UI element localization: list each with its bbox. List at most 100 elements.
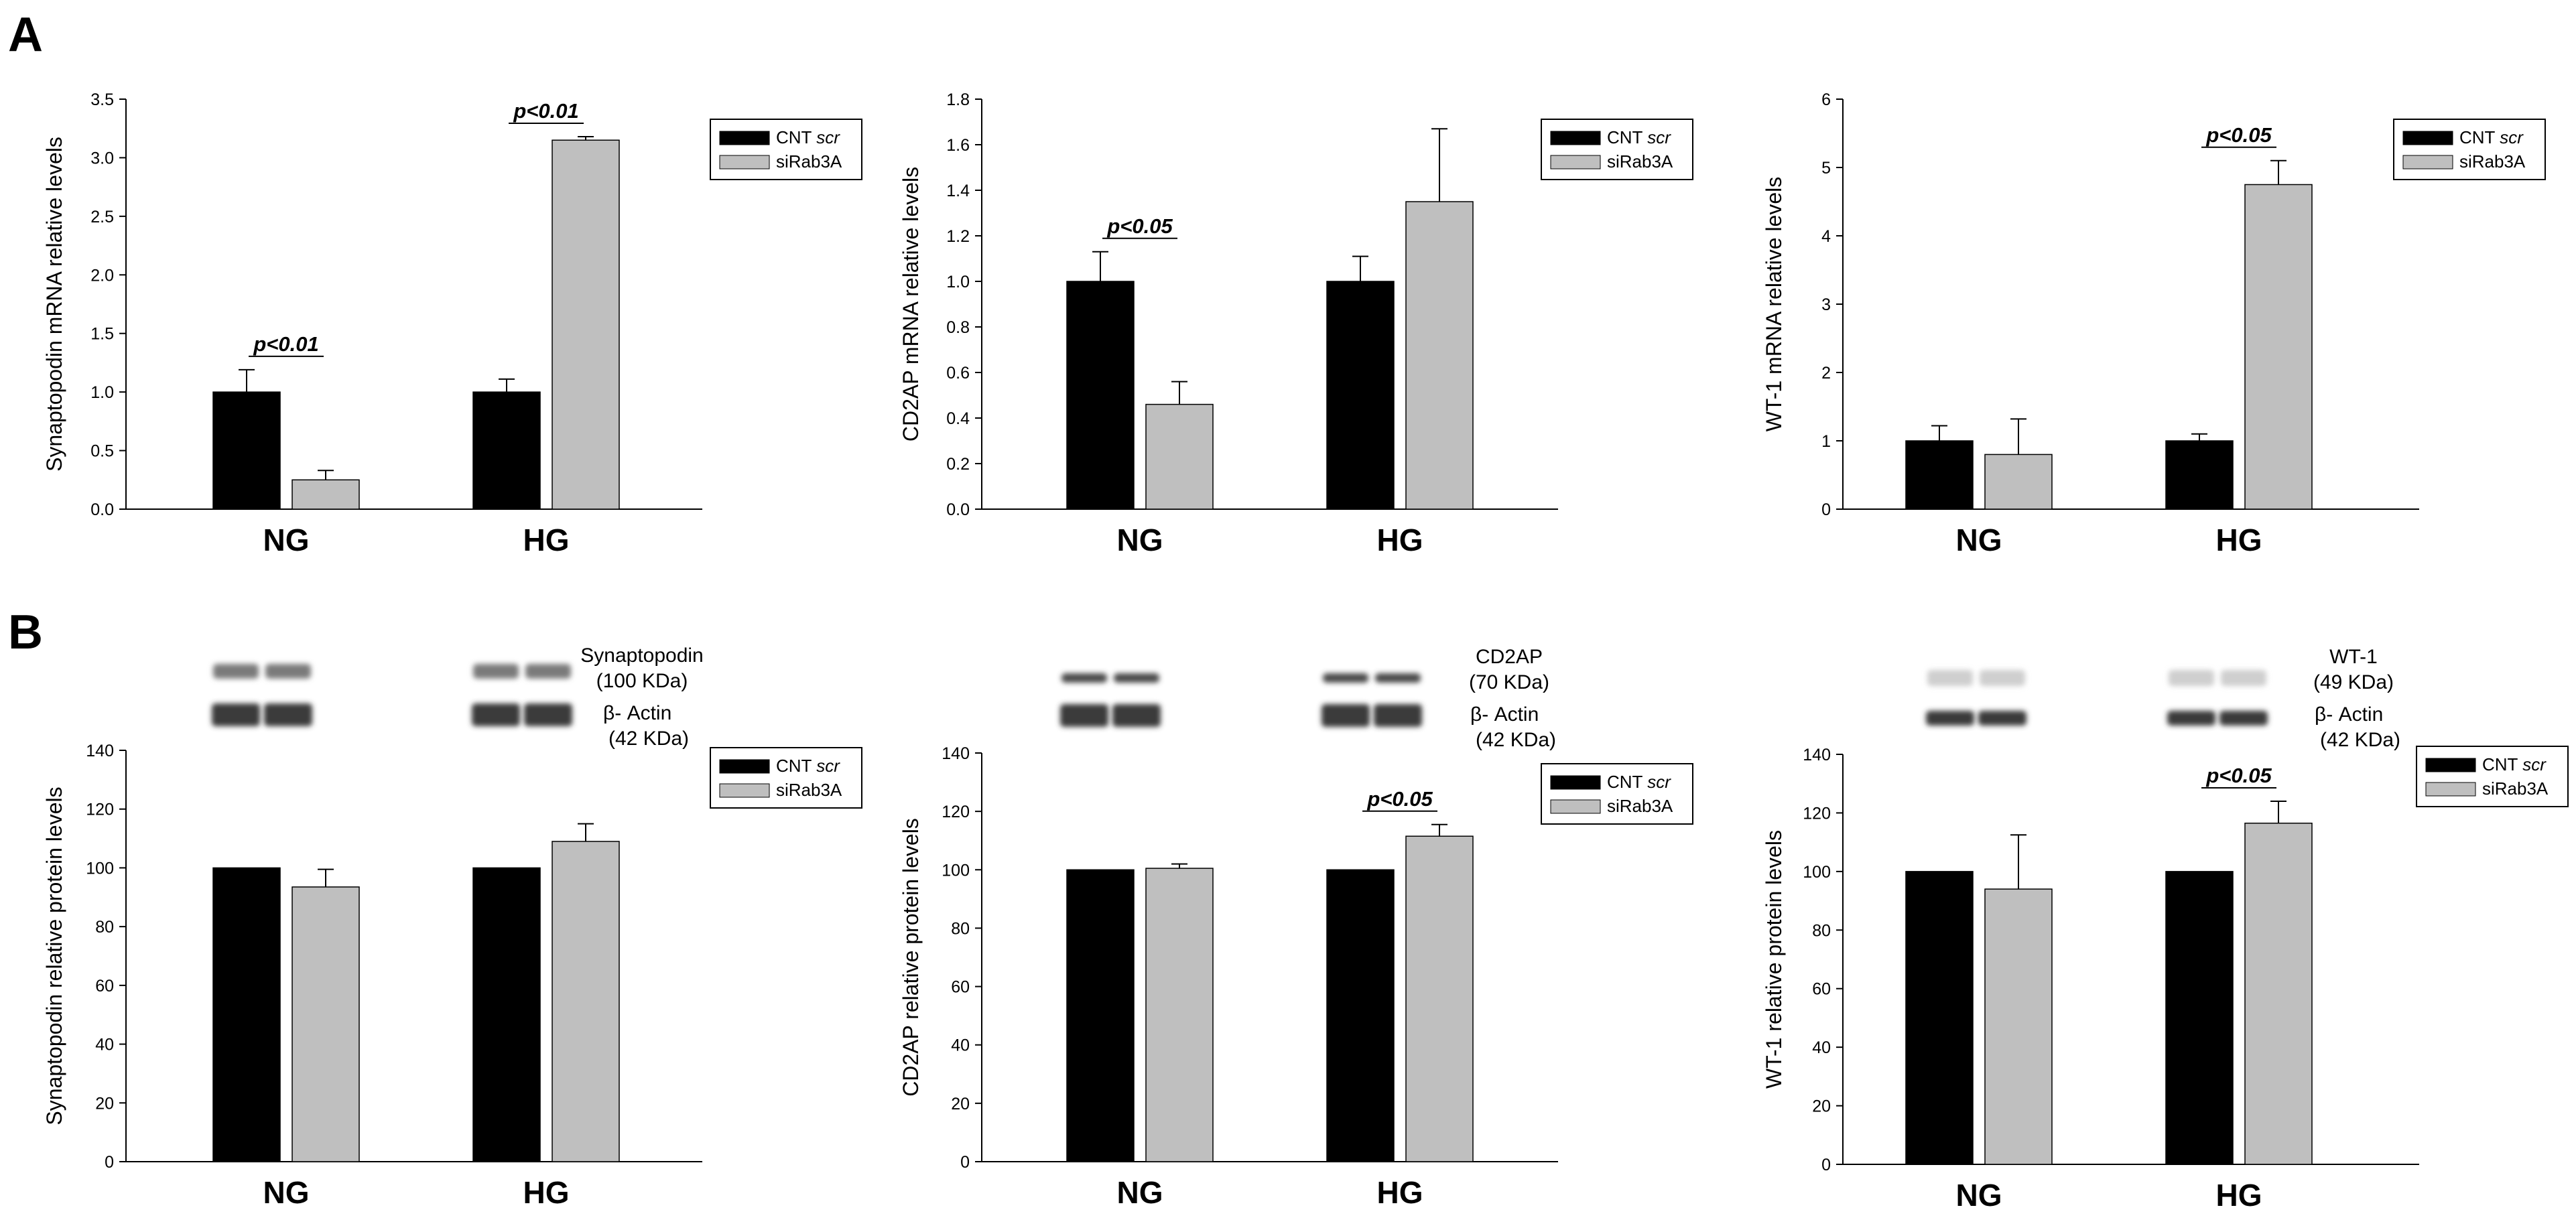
- bar-ctrl-hg: [2165, 440, 2234, 510]
- legend-ctrl-prefix: CNT: [776, 756, 816, 776]
- legend-ctrl-suffix: scr: [816, 127, 840, 147]
- y-tick-label: 1: [1821, 432, 1831, 451]
- chart-2: 0.0 0.2 0.4 0.6 0.8 1.0 1.2 1.4 1.6 1.8 CD2AP mRNA…: [899, 90, 1693, 557]
- y-tick-label: 80: [1812, 921, 1831, 940]
- bar-ctrl-hg: [472, 867, 541, 1162]
- western-blots-layer: Synaptopodin(100 KDa)β- Actin(42 KDa)CD2…: [212, 644, 2400, 751]
- y-tick-label: 80: [951, 919, 970, 938]
- legend-box: [710, 747, 862, 809]
- blot-band-target: [213, 664, 259, 679]
- chart-5: 0 20 40 60 80 100 120 140 CD2AP relative protein…: [899, 744, 1693, 1210]
- y-tick-label: 2: [1821, 364, 1831, 383]
- y-axis-label: WT-1 mRNA relative levels: [1762, 177, 1786, 432]
- p-value-annotation: p<0.05: [1366, 787, 1433, 811]
- blot-band-actin: [524, 703, 572, 726]
- p-value-annotation: p<0.05: [1106, 214, 1173, 238]
- western-blot-2: CD2AP (70 KDa) β- Actin (42 KDa): [1060, 646, 1556, 751]
- y-tick-label: 1.2: [946, 227, 970, 246]
- y-tick-label: 0.4: [946, 409, 970, 428]
- blot-band-target: [2221, 670, 2266, 686]
- legend-swatch-treat: [1550, 799, 1601, 814]
- y-tick-label: 100: [1803, 863, 1831, 882]
- legend-ctrl-suffix: scr: [816, 756, 840, 776]
- blot-band-actin: [472, 703, 520, 726]
- category-label-hg: HG: [1377, 523, 1423, 557]
- bar-ctrl-ng: [212, 391, 281, 510]
- bar-treat-ng: [1984, 454, 2053, 510]
- bar-treat-hg: [1405, 835, 1474, 1162]
- blot-band-target: [525, 664, 571, 679]
- y-tick-label: 20: [1812, 1097, 1831, 1116]
- bar-treat-ng: [1984, 888, 2053, 1165]
- legend: CNT scr siRab3A: [2393, 119, 2546, 180]
- y-tick-label: 1.6: [946, 136, 970, 155]
- category-label-hg: HG: [523, 1175, 570, 1210]
- bar-ctrl-hg: [2165, 871, 2234, 1165]
- panel-letter-a: A: [8, 8, 43, 62]
- blot-band-actin: [1926, 711, 1974, 726]
- legend-swatch-treat: [2425, 782, 2476, 797]
- panel-letter-b: B: [8, 606, 43, 659]
- legend-label-treat: siRab3A: [776, 780, 842, 800]
- category-label-ng: NG: [1117, 523, 1163, 557]
- bar-treat-hg: [552, 139, 620, 510]
- blot-band-actin: [1322, 704, 1370, 727]
- category-label-ng: NG: [1956, 523, 2002, 557]
- blot-band-actin: [264, 703, 312, 726]
- legend-swatch-treat: [1550, 155, 1601, 169]
- blot-actin-label: β- Actin: [2315, 703, 2383, 726]
- legend-label-treat: siRab3A: [1607, 151, 1673, 172]
- blot-band-actin: [2167, 711, 2215, 726]
- legend-swatch-ctrl: [1550, 131, 1601, 145]
- chart-3: 0 1 2 3 4 5 6 WT-1 mRNA relative levels NG HG p<0.…: [1762, 90, 2546, 557]
- y-tick-label: 60: [951, 978, 970, 997]
- legend-ctrl-prefix: CNT: [1607, 772, 1647, 792]
- y-tick-label: 1.8: [946, 90, 970, 109]
- y-tick-label: 140: [86, 742, 114, 760]
- y-tick-label: 5: [1821, 159, 1831, 178]
- y-tick-label: 0: [105, 1153, 114, 1172]
- y-axis-label: CD2AP relative protein levels: [899, 818, 923, 1097]
- p-value-annotation: p<0.05: [2205, 123, 2272, 147]
- category-label-hg: HG: [523, 523, 570, 557]
- blot-target-label: CD2AP: [1476, 646, 1543, 668]
- blot-band-actin: [2219, 711, 2268, 726]
- y-axis-label: CD2AP mRNA relative levels: [899, 167, 923, 441]
- y-tick-label: 100: [942, 861, 970, 880]
- bar-ctrl-ng: [212, 867, 281, 1162]
- y-tick-label: 60: [95, 977, 114, 996]
- y-tick-label: 0: [1821, 1156, 1831, 1174]
- y-tick-label: 2.5: [90, 208, 114, 226]
- y-tick-label: 120: [942, 803, 970, 821]
- y-tick-label: 3.5: [90, 90, 114, 109]
- blot-actin-kda: (42 KDa): [1476, 729, 1556, 751]
- bar-ctrl-hg: [472, 391, 541, 510]
- y-tick-label: 1.0: [90, 383, 114, 402]
- legend-swatch-treat: [2402, 155, 2453, 169]
- legend-ctrl-suffix: scr: [2500, 127, 2524, 147]
- y-tick-label: 40: [951, 1036, 970, 1055]
- blot-band-actin: [212, 703, 260, 726]
- legend: CNT scr siRab3A: [710, 747, 862, 809]
- bar-treat-ng: [1145, 403, 1214, 510]
- category-label-hg: HG: [1377, 1175, 1423, 1210]
- y-tick-label: 120: [86, 801, 114, 819]
- legend-swatch-treat: [719, 783, 770, 798]
- y-tick-label: 20: [95, 1094, 114, 1113]
- y-axis-label: Synaptopodin relative protein levels: [42, 787, 66, 1125]
- legend-label-ctrl: CNT scr: [1607, 772, 1671, 792]
- bar-treat-ng: [292, 886, 360, 1162]
- y-tick-label: 0.5: [90, 442, 114, 461]
- blot-band-actin: [1060, 704, 1108, 727]
- legend-box: [1541, 763, 1693, 825]
- y-axis-label: WT-1 relative protein levels: [1762, 830, 1786, 1089]
- blot-target-label: Synaptopodin: [580, 644, 704, 667]
- y-tick-label: 0.0: [90, 500, 114, 519]
- chart-6: 0 20 40 60 80 100 120 140 WT-1 relative protein …: [1762, 746, 2569, 1213]
- legend: CNT scr siRab3A: [1541, 763, 1693, 825]
- charts-layer: 0.0 0.5 1.0 1.5 2.0 2.5 3.0 3.5 Synaptopodin mRN…: [42, 90, 2569, 1213]
- y-tick-label: 2.0: [90, 266, 114, 285]
- category-label-ng: NG: [1117, 1175, 1163, 1210]
- legend-box: [2393, 119, 2546, 180]
- blot-band-target: [2169, 670, 2214, 686]
